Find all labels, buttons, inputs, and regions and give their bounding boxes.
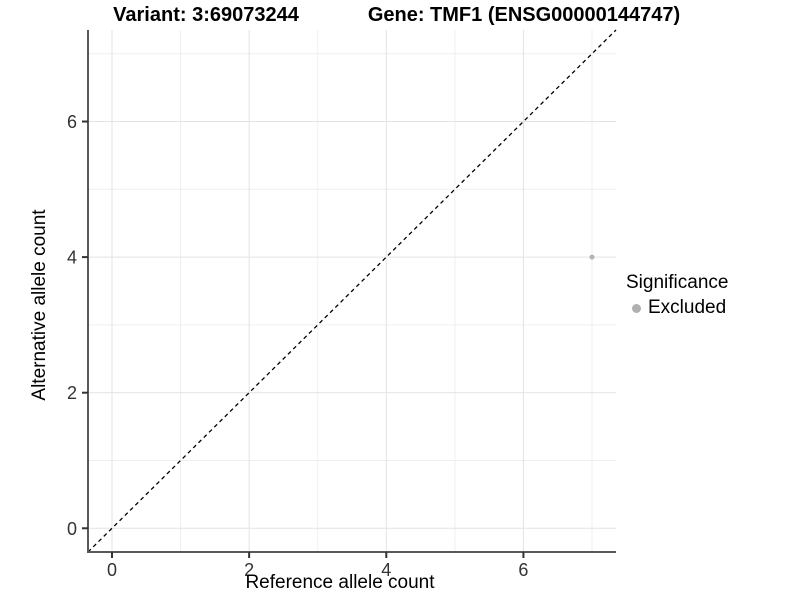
x-axis-title: Reference allele count: [245, 572, 435, 593]
y-tick-label: 6: [67, 112, 77, 132]
x-tick-label: 4: [381, 560, 391, 580]
data-point: [589, 254, 595, 260]
x-tick-label: 0: [107, 560, 117, 580]
gene-title: Gene: TMF1 (ENSG00000144747): [367, 4, 681, 26]
y-axis-title: Alternative allele count: [29, 209, 50, 401]
x-tick-label: 2: [244, 560, 254, 580]
x-tick-label: 6: [518, 560, 528, 580]
y-tick-label: 2: [67, 383, 77, 403]
legend: Significance Excluded: [626, 272, 728, 319]
legend-item-label: Excluded: [648, 297, 727, 318]
legend-item-excluded: Excluded: [626, 297, 728, 319]
variant-title: Variant: 3:69073244: [113, 4, 299, 26]
y-tick-label: 0: [67, 519, 77, 539]
legend-point-icon: [632, 303, 641, 313]
identity-line: [87, 29, 617, 553]
y-tick-label: 4: [67, 248, 77, 268]
legend-title: Significance: [626, 272, 729, 293]
